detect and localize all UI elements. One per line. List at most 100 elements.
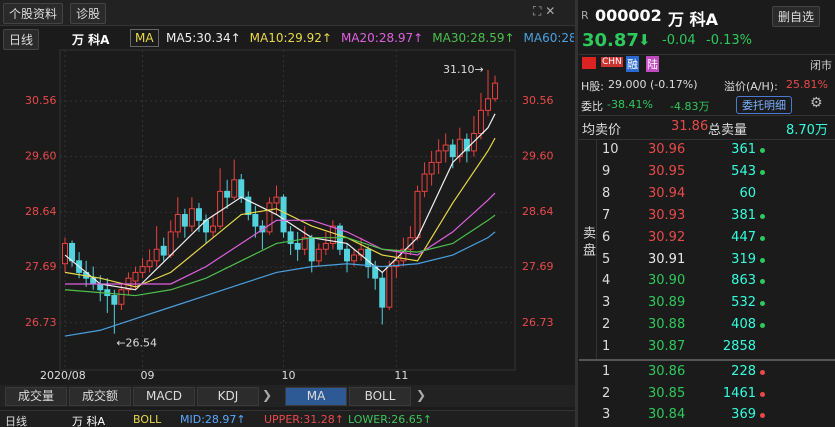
candle-body <box>407 237 414 250</box>
candle-body <box>435 150 442 163</box>
badge: CHN <box>601 57 623 67</box>
y-tick-label: 30.56 <box>25 94 57 107</box>
x-tick-label: 10 <box>282 369 296 382</box>
tab[interactable]: 诊股 <box>70 3 107 24</box>
candle-body <box>421 173 428 192</box>
indicator-tab[interactable]: 成交额 <box>69 387 131 406</box>
candle-body <box>379 277 386 308</box>
tab-arrow[interactable]: ❯ <box>262 388 273 402</box>
h-share-label: H股: <box>581 80 604 93</box>
candle-body <box>195 208 202 221</box>
sep <box>579 139 835 140</box>
indicator-tabs: 成交量 成交额 MACD KDJ MA BOLL ❯ ❯ <box>0 385 575 407</box>
price: 30.87 <box>648 339 686 355</box>
dot <box>760 279 765 285</box>
candle-body <box>287 231 294 244</box>
volume: 369 <box>731 407 756 422</box>
sep <box>579 54 835 55</box>
indicator-tab[interactable]: 成交量 <box>5 387 67 406</box>
volume: 381 <box>731 207 756 223</box>
ratio-volume: -4.83万 <box>670 100 710 113</box>
dot <box>760 235 765 241</box>
x-tick-label: 11 <box>394 369 408 382</box>
level: 2 <box>602 385 611 401</box>
dot <box>760 413 765 418</box>
y-tick-label-right: 26.73 <box>522 316 554 329</box>
dot <box>760 257 765 263</box>
tab-arrow[interactable]: ❯ <box>416 388 427 402</box>
candle-body <box>245 196 252 216</box>
legend-entry: MA5:30.34↑ <box>166 31 241 45</box>
level: 7 <box>602 207 611 223</box>
period-select[interactable]: 日线 <box>3 29 40 50</box>
watch-button[interactable]: 删自选 <box>772 6 821 27</box>
volume: 863 <box>731 273 756 289</box>
candle-body <box>217 190 224 227</box>
ma-line <box>65 192 496 285</box>
price: 30.96 <box>648 142 686 157</box>
candle-body <box>231 179 238 198</box>
legend: MA5:30.34↑ MA10:29.92↑ MA20:28.97↑ MA30:28.… <box>166 31 574 45</box>
legend-entry: MA60:28. <box>523 31 574 45</box>
code: 000002 <box>595 6 662 25</box>
y-tick-label-right: 29.60 <box>522 150 554 163</box>
price: 30.84 <box>648 407 686 422</box>
y-tick-label-right: 28.64 <box>522 205 554 218</box>
indicator-tab[interactable]: MACD <box>133 387 195 406</box>
indicator[interactable]: MA <box>130 29 159 47</box>
avg-ask: 31.86 <box>671 119 709 134</box>
indicator-tab[interactable]: BOLL <box>349 387 411 406</box>
candle-body <box>224 190 231 198</box>
candle-body <box>118 289 125 305</box>
detail-button[interactable]: 委托明细 <box>736 96 792 114</box>
candle-body <box>365 248 372 268</box>
sep <box>596 139 597 359</box>
total-ask-label: 总卖量 <box>708 123 748 138</box>
avg-ask-label: 均卖价 <box>582 123 622 138</box>
price: 30.91 <box>648 251 686 267</box>
annotation: 31.10→ <box>443 63 484 76</box>
y-tick-label-right: 30.56 <box>522 94 554 107</box>
candle-body <box>181 214 188 227</box>
volume: 532 <box>731 295 756 311</box>
volume: 2858 <box>722 339 756 355</box>
dot <box>760 301 765 307</box>
candle-body <box>414 190 421 239</box>
candle-body <box>139 266 146 273</box>
h-share: 29.000 (-0.17%) <box>608 78 698 91</box>
y-tick-label-right: 27.69 <box>522 260 554 273</box>
settings[interactable]: ⚙ <box>810 95 823 111</box>
tab[interactable]: 个股资料 <box>3 3 64 24</box>
price: 30.94 <box>648 185 686 201</box>
level: 1 <box>602 339 611 355</box>
annotation: ←26.54 <box>116 337 157 350</box>
candle-body <box>188 208 195 227</box>
ma-line <box>64 113 496 291</box>
y-tick-label: 26.73 <box>25 316 57 329</box>
indicator: BOLL <box>133 413 162 426</box>
candle-body <box>62 242 68 265</box>
period: 日线 <box>5 415 27 427</box>
volume: 319 <box>731 251 756 267</box>
level: 3 <box>602 407 611 422</box>
window-icons[interactable]: ⛶ ✕ <box>533 4 556 18</box>
candle-body <box>146 260 153 268</box>
candle-body <box>351 254 358 262</box>
level: 10 <box>602 142 619 157</box>
stock-name: 万 科A <box>72 33 110 47</box>
price: 30.86 <box>648 364 686 379</box>
price: 30.95 <box>648 163 686 179</box>
indicator-tab[interactable]: MA <box>285 387 347 406</box>
indicator-tab[interactable]: KDJ <box>197 387 259 406</box>
candle-body <box>492 82 499 100</box>
arrow: ⬇ <box>638 31 651 49</box>
candle-body <box>442 144 449 152</box>
level: 8 <box>602 185 611 201</box>
level: 4 <box>602 273 611 289</box>
flag-cn <box>582 57 596 69</box>
price: 30.90 <box>648 273 686 289</box>
dot <box>760 370 765 375</box>
volume: 408 <box>731 317 756 333</box>
premium: 25.81% <box>786 78 828 91</box>
